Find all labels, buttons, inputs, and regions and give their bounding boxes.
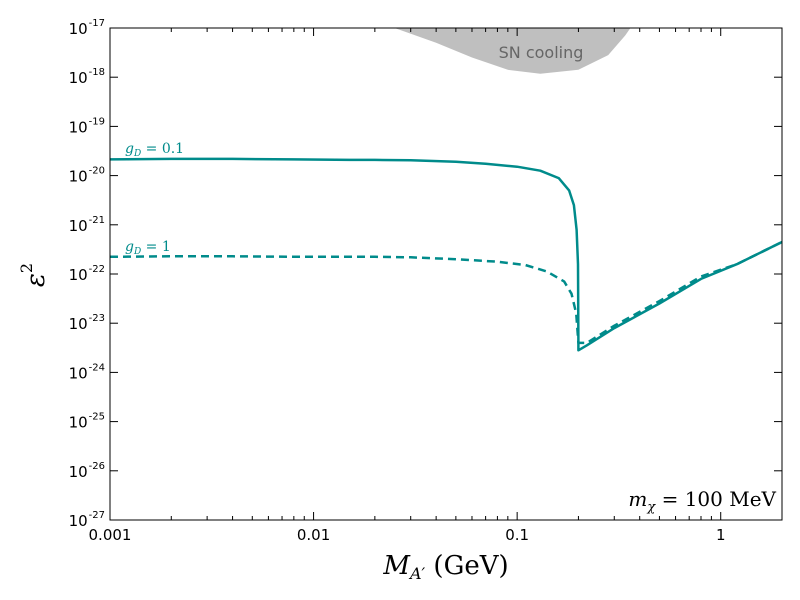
y-tick-label: 10-19 <box>69 116 105 136</box>
mass-annotation: mχ = 100 MeV <box>628 487 776 515</box>
y-tick-label: 10-25 <box>69 412 105 432</box>
y-tick-label: 10-23 <box>69 313 105 333</box>
x-axis-label: MA′ (GeV) <box>382 551 508 583</box>
x-tick-label: 0.1 <box>505 526 529 544</box>
y-tick-label: 10-27 <box>69 510 105 530</box>
series-line-gd-0-1 <box>110 157 782 352</box>
shaded-regions <box>394 28 631 74</box>
x-tick-label: 1 <box>716 526 726 544</box>
series-label-gd-0-1: gD = 0.1 <box>125 141 184 159</box>
y-tick-label: 10-17 <box>69 18 105 38</box>
y-axis-label: ε2 <box>17 263 51 287</box>
y-tick-label: 10-20 <box>69 166 105 186</box>
y-tick-label: 10-21 <box>69 215 105 235</box>
y-tick-label: 10-26 <box>69 461 105 481</box>
y-tick-label: 10-24 <box>69 362 105 382</box>
series-label-gd-1: gD = 1 <box>125 239 171 257</box>
series-line-gd-1 <box>110 240 782 345</box>
series-group <box>110 157 782 352</box>
sn-cooling-label: SN cooling <box>499 43 584 62</box>
sn-cooling-region <box>394 28 631 74</box>
y-tick-label: 10-18 <box>69 67 105 87</box>
axis-ticks: 0.001 0.01 0.1 1 10-17 10-18 10-19 10-20 10-21 10… <box>69 18 782 544</box>
x-tick-label: 0.001 <box>89 526 132 544</box>
y-tick-label: 10-22 <box>69 264 105 284</box>
x-tick-label: 0.01 <box>297 526 330 544</box>
